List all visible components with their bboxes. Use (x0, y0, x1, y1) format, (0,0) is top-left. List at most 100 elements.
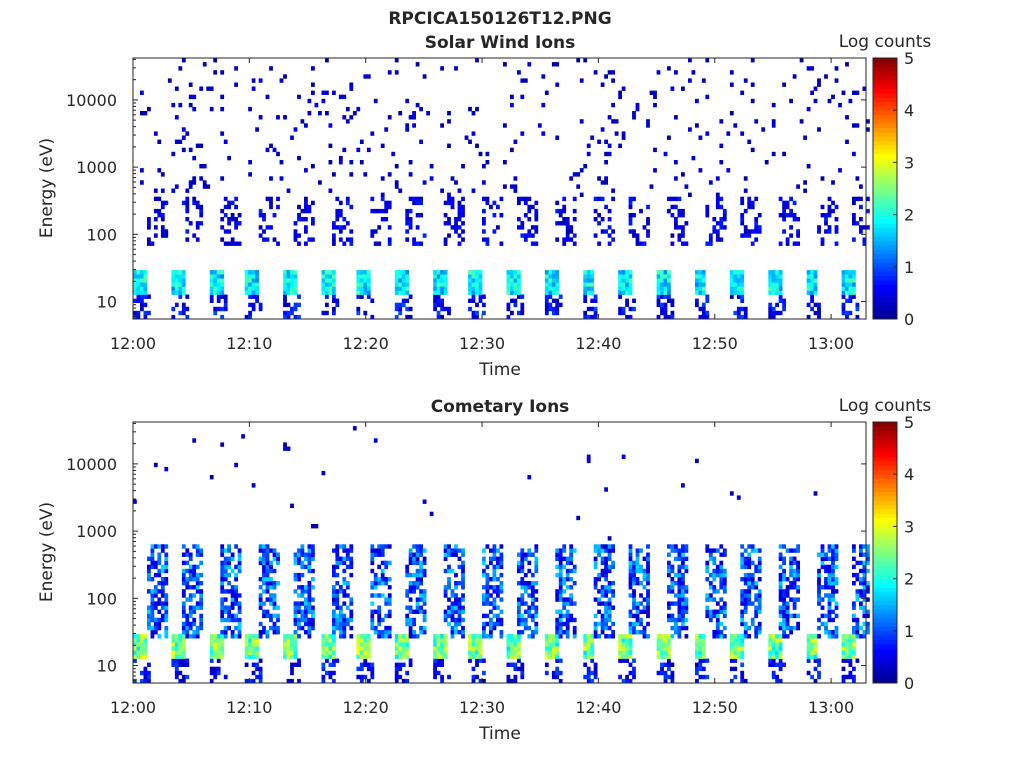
heatmap-cell (335, 658, 340, 663)
heatmap-cell (415, 597, 420, 602)
heatmap-cell (220, 609, 225, 614)
heatmap-cell (244, 286, 249, 291)
heatmap-cell (513, 642, 518, 647)
heatmap-cell (789, 225, 793, 230)
heatmap-cell (548, 642, 553, 647)
colorbar-segment (873, 88, 897, 94)
heatmap-cell (593, 294, 598, 299)
heatmap-cell (440, 638, 444, 643)
heatmap-cell (757, 229, 762, 234)
heatmap-cell (852, 581, 856, 586)
colorbar-segment (873, 136, 897, 142)
heatmap-cell (565, 630, 570, 635)
heatmap-cell (223, 568, 228, 574)
heatmap-cell (677, 593, 682, 598)
heatmap-cell (499, 581, 504, 586)
heatmap-cell (297, 658, 301, 663)
heatmap-cell (583, 164, 588, 169)
heatmap-cell (548, 650, 553, 655)
heatmap-cell (639, 621, 643, 627)
heatmap-cell (447, 674, 451, 680)
heatmap-cell (373, 98, 378, 104)
heatmap-cell (628, 564, 633, 570)
heatmap-cell (708, 609, 713, 614)
heatmap-cell (764, 160, 769, 165)
heatmap-cell (740, 609, 745, 614)
heatmap-cell (866, 556, 870, 561)
heatmap-cell (597, 597, 601, 602)
heatmap-cell (234, 544, 238, 549)
heatmap-cell (510, 286, 514, 291)
heatmap-cell (140, 111, 144, 116)
heatmap-cell (150, 552, 155, 557)
heatmap-cell (719, 609, 724, 614)
heatmap-cell (852, 642, 856, 647)
heatmap-cell (747, 589, 752, 594)
heatmap-cell (482, 180, 486, 185)
heatmap-cell (475, 638, 479, 643)
heatmap-cell (541, 131, 546, 136)
heatmap-cell (618, 646, 622, 651)
heatmap-cell (192, 106, 197, 112)
heatmap-cell (408, 572, 413, 578)
heatmap-cell (251, 278, 256, 283)
heatmap-cell (611, 560, 615, 566)
heatmap-cell (848, 642, 853, 647)
heatmap-cell (293, 290, 298, 295)
heatmap-cell (199, 143, 204, 148)
heatmap-cell (283, 298, 287, 303)
heatmap-cell (569, 601, 574, 606)
heatmap-cell (478, 646, 483, 651)
heatmap-cell (503, 184, 507, 189)
heatmap-cell (332, 172, 336, 177)
heatmap-cell (325, 90, 329, 95)
heatmap-cell (792, 217, 797, 222)
heatmap-cell (471, 111, 476, 116)
heatmap-cell (796, 585, 800, 590)
heatmap-cell (782, 597, 786, 602)
heatmap-cell (771, 310, 776, 316)
heatmap-cell (272, 213, 277, 218)
heatmap-cell (517, 638, 521, 643)
heatmap-cell (593, 314, 598, 320)
heatmap-cell (803, 180, 807, 185)
heatmap-cell (478, 290, 483, 295)
heatmap-cell (701, 646, 706, 651)
heatmap-cell (859, 605, 863, 610)
heatmap-cell (841, 270, 846, 275)
heatmap-cell (220, 630, 225, 635)
heatmap-cell (394, 646, 399, 651)
heatmap-cell (747, 204, 752, 210)
heatmap-cell (422, 597, 427, 602)
heatmap-cell (510, 638, 514, 643)
heatmap-cell (555, 589, 560, 594)
heatmap-cell (220, 613, 225, 619)
heatmap-cell (398, 638, 403, 643)
heatmap-cell (527, 552, 532, 557)
heatmap-cell (279, 176, 284, 181)
heatmap-cell (143, 642, 148, 647)
heatmap-cell (181, 282, 186, 287)
heatmap-cell (600, 630, 605, 635)
heatmap-cell (750, 585, 755, 590)
heatmap-cell (677, 552, 682, 557)
heatmap-cell (171, 646, 176, 651)
heatmap-cell (293, 589, 298, 594)
heatmap-cell (167, 78, 172, 83)
colorbar-segment (873, 249, 897, 255)
heatmap-cell (586, 642, 591, 647)
heatmap-cell (817, 617, 821, 623)
heatmap-cell (387, 241, 392, 246)
heatmap-cell (485, 577, 490, 582)
heatmap-cell (796, 613, 800, 619)
heatmap-cell (338, 94, 343, 100)
heatmap-cell (272, 548, 277, 553)
heatmap-cell (701, 666, 706, 672)
heatmap-cell (632, 213, 636, 218)
heatmap-cell (220, 270, 225, 275)
colorbar-segment (873, 201, 897, 207)
heatmap-cell (841, 642, 846, 647)
heatmap-cell (743, 601, 748, 606)
heatmap-cell (541, 102, 546, 108)
heatmap-cell (534, 208, 539, 214)
